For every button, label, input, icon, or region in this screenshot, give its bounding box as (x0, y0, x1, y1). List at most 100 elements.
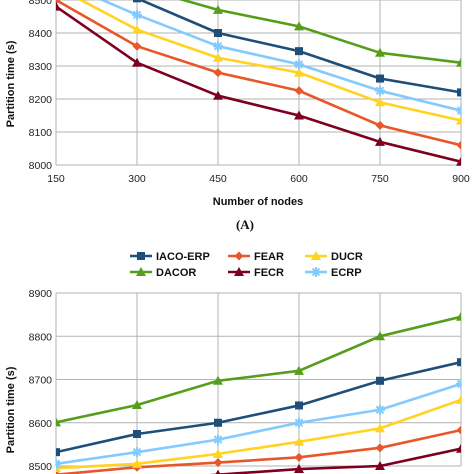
legend-marker-fear (234, 251, 244, 261)
chart-b-point-iaco-erp (295, 401, 303, 410)
chart-a-line-fecr (56, 5, 461, 163)
chart-a-point-ducr (294, 67, 304, 77)
chart-b-y-tick-label: 8500 (29, 461, 53, 473)
chart-b-point-dacor (294, 365, 304, 375)
chart-a-point-iaco-erp (457, 88, 461, 97)
chart-a-point-fecr (213, 90, 223, 100)
chart-b-y-tick-label: 8600 (29, 418, 53, 430)
chart-a-point-fear (456, 140, 461, 150)
chart-a-point-dacor (375, 47, 385, 57)
chart-b-point-ecrp (56, 458, 61, 469)
chart-a-point-fecr (132, 57, 142, 67)
chart-a-y-tick-label: 8000 (29, 160, 53, 172)
chart-b-y-tick-label: 8700 (29, 375, 53, 387)
chart-a-line-ducr (78, 0, 461, 122)
chart-b-y-tick-label: 8900 (29, 288, 53, 300)
chart-a-series-dacor (178, 0, 461, 67)
chart-a-grid (55, 0, 462, 166)
chart-b-point-ducr (132, 458, 142, 468)
chart-b-series-dacor (56, 311, 461, 427)
chart-b-point-iaco-erp (376, 376, 384, 385)
chart-b-line-fear (56, 428, 461, 474)
chart-b-point-iaco-erp (56, 448, 60, 457)
legend-label-fear: FEAR (254, 251, 284, 263)
chart-b-series-fear (56, 425, 461, 474)
chart-b-point-dacor (56, 417, 61, 427)
chart-a-point-fear (375, 120, 385, 130)
chart-a-point-dacor (294, 21, 304, 31)
chart-a-point-ecrp (213, 41, 223, 52)
chart-b-series-fecr (209, 443, 461, 474)
legend-item-fecr: FECR (228, 267, 284, 279)
chart-a-x-ticks: 150 300 450 600 750 900 (47, 173, 470, 185)
chart-a: 8000 8100 8200 8300 8400 8500 150 300 450 600 750… (5, 0, 470, 232)
legend-marker-ecrp (311, 267, 321, 277)
chart-b-y-axis-title: Partition time (s) (5, 366, 17, 453)
chart-a-series-ecrp (98, 0, 461, 116)
chart-a-series-ducr (78, 0, 461, 125)
chart-b-series (56, 311, 461, 474)
chart-b-y-tick-label: 8800 (29, 331, 53, 343)
chart-a-x-tick-label: 900 (452, 173, 470, 185)
chart-a-point-fecr (294, 110, 304, 120)
chart-b-point-dacor (132, 400, 142, 410)
chart-b-series-ecrp (56, 378, 461, 469)
chart-a-point-iaco-erp (376, 74, 384, 83)
chart-a-point-dacor (213, 4, 223, 14)
legend-label-ecrp: ECRP (331, 267, 362, 279)
chart-a-y-tick-label: 8500 (29, 0, 53, 7)
chart-b-point-dacor (375, 331, 385, 341)
legend-label-fecr: FECR (254, 267, 284, 279)
chart-a-x-axis-title: Number of nodes (213, 196, 303, 208)
chart-a-point-ecrp (294, 59, 304, 70)
chart-a-y-tick-label: 8200 (29, 94, 53, 106)
legend-item-ducr: DUCR (305, 251, 363, 263)
chart-a-point-iaco-erp (214, 29, 222, 37)
legend-label-dacor: DACOR (156, 267, 196, 279)
chart-b-point-iaco-erp (457, 358, 461, 367)
chart-a-point-fear (294, 86, 304, 96)
chart-b-point-ducr (294, 436, 304, 446)
chart-b-line-ducr (56, 398, 461, 470)
chart-b-point-ecrp (456, 378, 461, 389)
chart-a-series (56, 0, 461, 166)
chart-b-point-iaco-erp (214, 418, 222, 427)
chart-b-point-ecrp (294, 417, 304, 428)
chart-b-point-fecr (215, 469, 221, 474)
chart-a-x-tick-label: 600 (290, 173, 308, 185)
chart-a-point-ecrp (375, 85, 385, 96)
legend-marker-dacor (136, 267, 146, 276)
chart-b: 8500 8600 8700 8800 8900 Partition time (s) (5, 288, 462, 474)
legend-label-iaco-erp: IACO-ERP (156, 251, 210, 263)
legend: IACO-ERP FEAR DUCR DACOR FECR ECRP (130, 251, 363, 279)
chart-a-point-ducr (132, 24, 142, 34)
chart-a-point-fear (56, 0, 61, 5)
chart-a-series-fear (56, 0, 461, 150)
chart-b-point-iaco-erp (133, 429, 141, 438)
chart-b-point-ecrp (132, 447, 142, 458)
chart-b-point-fecr (294, 464, 304, 474)
chart-b-point-ducr (456, 394, 461, 404)
chart-a-point-ducr (456, 115, 461, 125)
chart-a-y-tick-label: 8100 (29, 127, 53, 139)
chart-a-point-ecrp (132, 9, 142, 20)
chart-b-point-dacor (456, 311, 461, 321)
chart-b-point-ducr (213, 448, 223, 458)
chart-b-point-fear (294, 452, 304, 462)
chart-a-series-iaco-erp (133, 0, 461, 97)
chart-a-x-tick-label: 300 (128, 173, 146, 185)
chart-a-point-ducr (213, 52, 223, 62)
legend-marker-iaco-erp (137, 252, 145, 260)
chart-b-line-iaco-erp (56, 360, 461, 454)
chart-a-point-ducr (375, 97, 385, 107)
legend-item-ecrp: ECRP (305, 267, 362, 279)
chart-b-grid (55, 292, 462, 467)
chart-a-panel-label: (A) (236, 217, 254, 232)
chart-a-line-ecrp (98, 0, 461, 112)
chart-b-point-fear (456, 425, 461, 435)
chart-b-point-fecr (456, 443, 461, 453)
chart-b-point-ecrp (213, 434, 223, 445)
chart-a-x-tick-label: 150 (47, 173, 65, 185)
legend-item-dacor: DACOR (130, 267, 196, 279)
